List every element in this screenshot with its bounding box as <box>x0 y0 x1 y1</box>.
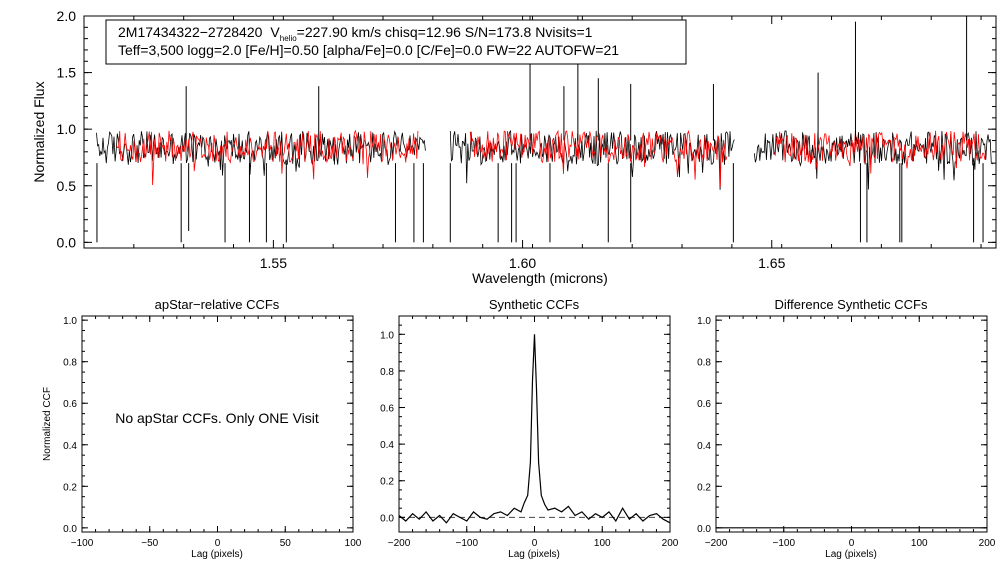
apstar-ccf-x-tick-label: 0 <box>215 538 221 549</box>
synthetic-ccf-series <box>398 334 671 524</box>
apstar-ccf-x-axis-title: Lag (pixels) <box>191 549 243 560</box>
apstar-ccf-y-tick-label: 0.2 <box>63 482 77 493</box>
synthetic-ccf-axis-ticks: −200 −100 0 100 200 0.0 0.2 0.4 0.6 0.8 1.0 <box>380 315 679 549</box>
vhelio-symbol: V <box>270 24 280 40</box>
synthetic-ccf-x-axis-title: Lag (pixels) <box>508 549 560 560</box>
synthetic-ccf-line <box>398 334 671 524</box>
apstar-ccf-x-tick-label: −100 <box>71 538 94 549</box>
difference-ccf-x-tick-label: −100 <box>772 538 795 549</box>
annotation-line-2: Teff=3,500 logg=2.0 [Fe/H]=0.50 [alpha/F… <box>118 42 619 58</box>
synthetic-ccf-y-tick-label: 1.0 <box>380 330 394 341</box>
difference-ccf-y-tick-label: 0.2 <box>697 482 711 493</box>
apstar-ccf-title: apStar−relative CCFs <box>155 297 280 312</box>
synthetic-ccf-y-tick-label: 0.2 <box>380 477 394 488</box>
synthetic-spectrum-chip <box>116 129 419 186</box>
difference-ccf-x-axis-title: Lag (pixels) <box>825 549 877 560</box>
difference-ccf-axis-ticks: −200 −100 0 100 200 0.0 0.2 0.4 0.6 0.8 1.0 <box>697 316 996 549</box>
synthetic-ccf-y-tick-label: 0.4 <box>380 440 394 451</box>
spectrum-axis-ticks: 1.55 1.60 1.65 0.0 0.5 1.0 1.5 2.0 <box>57 8 996 271</box>
apstar-ccf-x-tick-label: −50 <box>141 538 158 549</box>
spectrum-x-tick-label: 1.65 <box>758 255 785 271</box>
apstar-ccf-x-tick-label: 50 <box>280 538 292 549</box>
apstar-ccf-x-tick-label: 100 <box>345 538 362 549</box>
spectrum-y-tick-label: 1.5 <box>57 65 77 81</box>
spectrum-panel: 1.55 1.60 1.65 0.0 0.5 1.0 1.5 2.0 Wavelength (… <box>31 8 997 286</box>
spectrum-annotation: 2M17434322−2728420 Vhelio=227.90 km/s chi… <box>105 19 687 65</box>
synthetic-ccf-x-tick-label: 0 <box>532 538 538 549</box>
difference-ccf-x-tick-label: 0 <box>849 538 855 549</box>
difference-ccf-panel: Difference Synthetic CCFs −200 −100 0 100 20… <box>697 297 996 560</box>
vhelio-subscript: helio <box>280 34 297 43</box>
annotation-box <box>105 19 687 65</box>
difference-ccf-y-tick-label: 0.6 <box>697 399 711 410</box>
apstar-ccf-y-tick-label: 0.8 <box>63 358 77 369</box>
spectrum-plot-frame <box>83 15 997 249</box>
synthetic-ccf-panel: Synthetic CCFs −200 −100 0 100 200 0.0 0.2 0.4 0… <box>380 297 679 560</box>
apstar-ccf-axis-ticks: −100 −50 0 50 100 0.0 0.2 0.4 0.6 0.8 1.0 <box>63 316 362 549</box>
annotation-stats: =227.90 km/s chisq=12.96 S/N=173.8 Nvisi… <box>297 24 593 40</box>
synthetic-ccf-x-tick-label: −200 <box>388 538 411 549</box>
annotation-line-1: 2M17434322−2728420 Vhelio=227.90 km/s chi… <box>118 24 593 43</box>
synthetic-ccf-y-tick-label: 0.8 <box>380 367 394 378</box>
difference-ccf-x-tick-label: −200 <box>705 538 728 549</box>
spectrum-y-axis-title: Normalized Flux <box>31 81 47 182</box>
synthetic-ccf-y-tick-label: 0.6 <box>380 404 394 415</box>
difference-ccf-y-tick-label: 0.8 <box>697 358 711 369</box>
synthetic-ccf-x-tick-label: 200 <box>662 538 679 549</box>
ccf-y-axis-title: Normalized CCF <box>42 387 53 461</box>
spectral-features <box>96 16 984 243</box>
spectrum-y-tick-label: 0.0 <box>57 234 77 250</box>
synthetic-ccf-x-tick-label: −100 <box>455 538 478 549</box>
difference-ccf-x-tick-label: 100 <box>911 538 928 549</box>
observed-spectrum-chip <box>449 129 735 190</box>
spectrum-x-axis-title: Wavelength (microns) <box>472 270 608 286</box>
difference-ccf-x-tick-label: 200 <box>979 538 996 549</box>
apstar-ccf-y-tick-label: 1.0 <box>63 316 77 327</box>
observed-spectrum-chip <box>753 130 994 190</box>
difference-ccf-y-tick-label: 0.4 <box>697 441 711 452</box>
synthetic-spectrum-chip <box>773 130 987 174</box>
apstar-ccf-panel: apStar−relative CCFs −100 −50 0 50 100 0.0 0.2… <box>42 297 362 560</box>
spectrum-y-tick-label: 1.0 <box>57 121 77 137</box>
spectrum-y-tick-label: 2.0 <box>57 8 77 24</box>
star-id: 2M17434322−2728420 <box>118 24 263 40</box>
spectrum-x-tick-label: 1.55 <box>260 255 287 271</box>
spectrum-y-tick-label: 0.5 <box>57 178 77 194</box>
difference-ccf-title: Difference Synthetic CCFs <box>775 297 928 312</box>
synthetic-ccf-title: Synthetic CCFs <box>489 297 580 312</box>
synthetic-ccf-x-tick-label: 100 <box>594 538 611 549</box>
difference-ccf-y-tick-label: 0.0 <box>697 524 711 535</box>
difference-ccf-y-tick-label: 1.0 <box>697 316 711 327</box>
spectrum-x-tick-label: 1.60 <box>509 255 536 271</box>
apstar-ccf-y-tick-label: 0.0 <box>63 524 77 535</box>
difference-ccf-plot-frame <box>715 315 988 533</box>
apstar-ccf-note: No apStar CCFs. Only ONE Visit <box>115 410 319 426</box>
synthetic-ccf-y-tick-label: 0.0 <box>380 513 394 524</box>
apstar-ccf-y-tick-label: 0.6 <box>63 399 77 410</box>
apstar-ccf-y-tick-label: 0.4 <box>63 441 77 452</box>
